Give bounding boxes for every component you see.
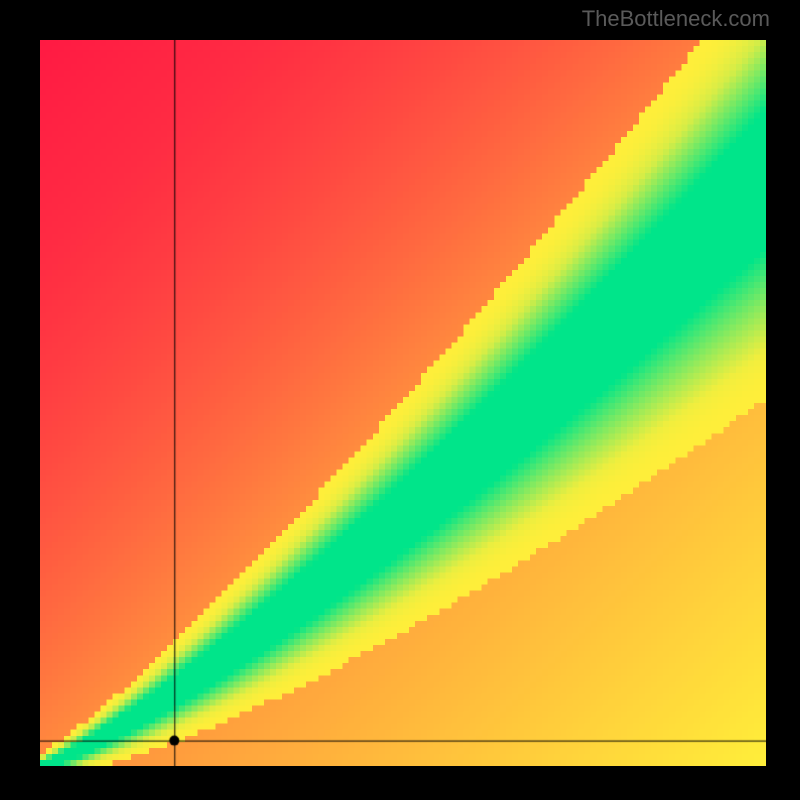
- bottleneck-heatmap: [40, 40, 766, 766]
- watermark-text: TheBottleneck.com: [582, 6, 770, 32]
- chart-container: TheBottleneck.com: [0, 0, 800, 800]
